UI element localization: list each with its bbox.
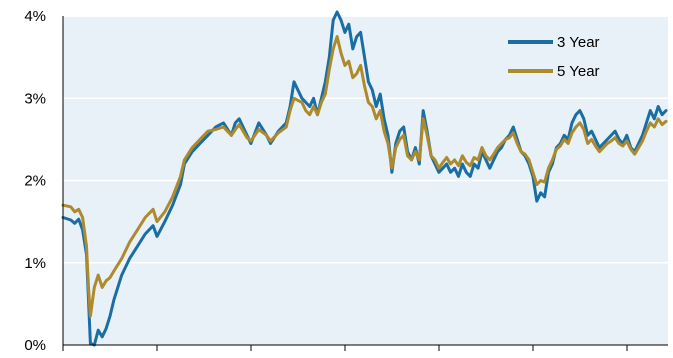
series-line-3-year <box>61 10 668 347</box>
series-line-5-year <box>61 35 668 318</box>
series-lines <box>61 10 668 347</box>
y-tick-labels: 0% 1% 2% 3% 4% <box>24 8 46 354</box>
legend-label-1: 5 Year <box>557 63 600 80</box>
y-tick-label: 1% <box>24 255 46 272</box>
y-tick-label: 3% <box>24 90 46 107</box>
legend-label-0: 3 Year <box>557 34 600 51</box>
gridlines <box>63 15 668 264</box>
axes <box>62 16 668 351</box>
y-tick-label: 2% <box>24 173 46 190</box>
y-tick-label: 4% <box>24 8 46 25</box>
y-tick-label: 0% <box>24 337 46 354</box>
legend: 3 Year 5 Year <box>508 34 600 80</box>
